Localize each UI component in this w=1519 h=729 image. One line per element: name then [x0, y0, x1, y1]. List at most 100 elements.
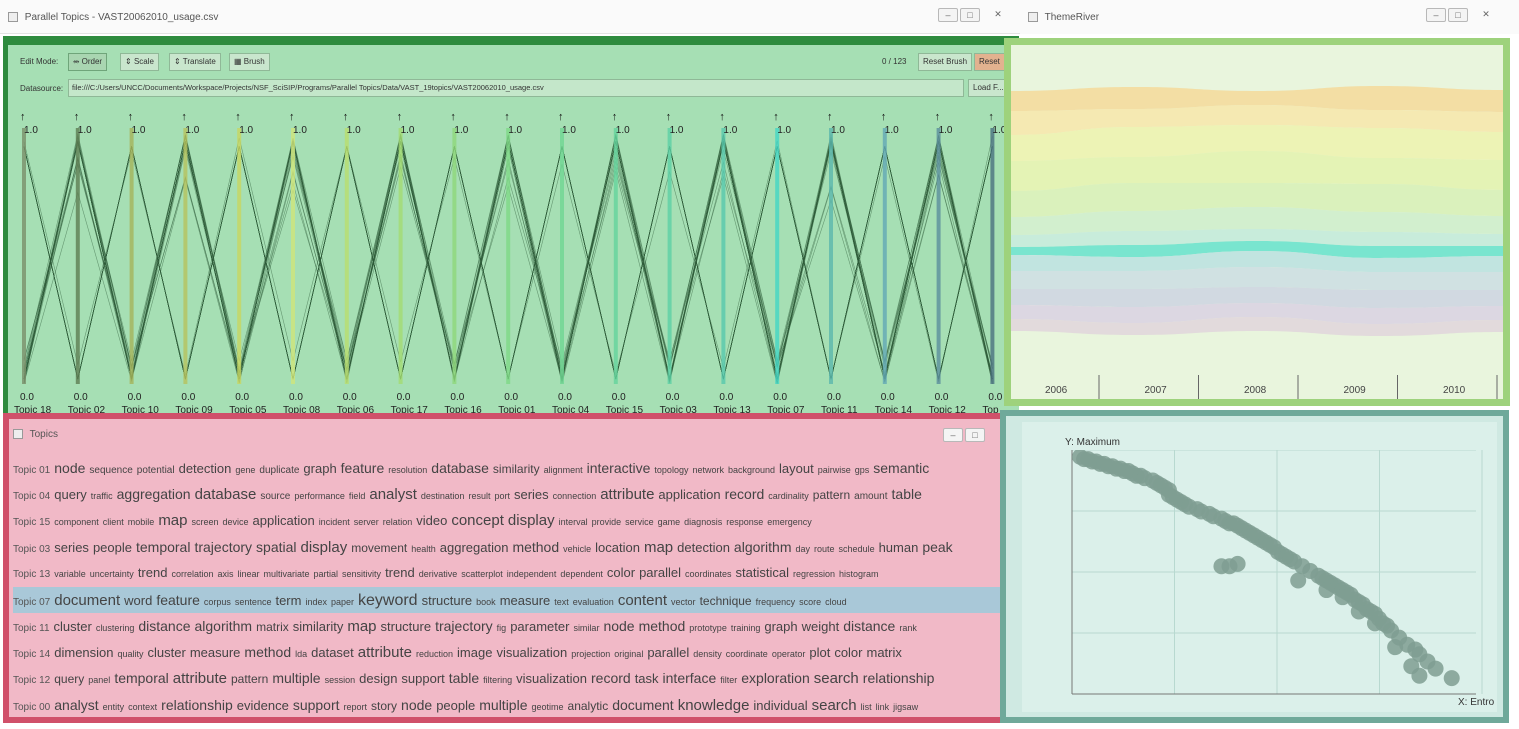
topic-keyword[interactable]: histogram	[839, 569, 879, 580]
stream-band[interactable]	[1011, 86, 1503, 112]
topic-keyword[interactable]: aggregation	[439, 539, 509, 555]
axis-name-label[interactable]: Top	[982, 405, 999, 416]
topic-keyword[interactable]: trajectory	[194, 538, 253, 555]
topic-keyword[interactable]: prototype	[689, 622, 727, 633]
topic-keyword[interactable]: lda	[295, 649, 308, 660]
axis-name-label[interactable]: Topic 17	[391, 405, 429, 416]
topic-keyword[interactable]: movement	[351, 540, 408, 555]
topic-keyword[interactable]: structure	[421, 592, 473, 608]
topic-keyword[interactable]: panel	[88, 675, 111, 686]
topic-keyword[interactable]: term	[275, 592, 302, 608]
topic-row-topic-03[interactable]: Topic 03 series people temporal trajectory sp…	[13, 534, 1003, 560]
topic-keyword[interactable]: mobile	[127, 516, 155, 527]
topic-keyword[interactable]: independent	[506, 569, 557, 580]
topic-keyword[interactable]: entity	[102, 701, 125, 712]
topic-keyword[interactable]: port	[494, 491, 510, 502]
topic-keyword[interactable]: display	[300, 538, 348, 556]
scatter-point[interactable]	[1318, 582, 1335, 599]
scatter-point[interactable]	[1290, 572, 1307, 589]
scatter-point[interactable]	[1443, 670, 1460, 687]
topic-keyword[interactable]: dataset	[311, 645, 354, 661]
axis-topic-11[interactable]: ↑ 1.0 0.0 Topic 11	[821, 111, 858, 416]
topic-keyword[interactable]: feature	[340, 460, 385, 476]
topic-keyword[interactable]: sequence	[89, 465, 133, 476]
close-button[interactable]: ✕	[994, 9, 1002, 19]
topic-keyword[interactable]: linear	[237, 569, 260, 580]
scatter-point[interactable]	[1229, 555, 1246, 572]
topic-keyword[interactable]: knowledge	[677, 696, 750, 714]
topic-keyword[interactable]: temporal	[114, 670, 169, 687]
topic-keyword[interactable]: server	[353, 516, 379, 527]
topic-keyword[interactable]: interval	[558, 516, 588, 527]
stream-band[interactable]	[1011, 151, 1503, 191]
topic-keyword[interactable]: video	[416, 512, 448, 528]
topic-keyword[interactable]: table	[891, 486, 922, 503]
topic-keyword[interactable]: day	[795, 543, 811, 554]
topic-keyword[interactable]: trajectory	[435, 617, 493, 634]
topic-keyword[interactable]: measure	[499, 592, 551, 608]
topic-keyword[interactable]: score	[799, 596, 822, 607]
stream-band[interactable]	[1011, 241, 1503, 258]
axis-top[interactable]: ↑ 1.0 0.0 Top	[982, 111, 1004, 416]
axis-topic-17[interactable]: ↑ 1.0 0.0 Topic 17	[391, 111, 429, 416]
topic-keyword[interactable]: application	[658, 487, 721, 503]
topic-keyword[interactable]: context	[128, 701, 158, 712]
reset-brush-button[interactable]: Reset Brush	[918, 53, 973, 71]
stream-band[interactable]	[1011, 183, 1503, 217]
topic-keyword[interactable]: fig	[496, 622, 507, 633]
topic-keyword[interactable]: individual	[753, 697, 808, 713]
topic-keyword[interactable]: destination	[420, 491, 465, 502]
axis-topic-08[interactable]: ↑ 1.0 0.0 Topic 08	[283, 111, 321, 416]
topic-keyword[interactable]: sentence	[234, 596, 272, 607]
topic-keyword[interactable]: detection	[677, 539, 730, 555]
topic-keyword[interactable]: projection	[571, 649, 611, 660]
topic-keyword[interactable]: concept	[451, 511, 504, 529]
axis-name-label[interactable]: Topic 11	[821, 405, 858, 416]
topic-keyword[interactable]: design	[359, 671, 398, 687]
topic-keyword[interactable]: trend	[137, 565, 168, 581]
topic-row-topic-04[interactable]: Topic 04 query traffic aggregation database s…	[13, 481, 1003, 507]
axis-name-label[interactable]: Topic 10	[122, 405, 160, 416]
topic-keyword[interactable]: connection	[552, 491, 597, 502]
topic-keyword[interactable]: map	[347, 617, 377, 635]
stream-band[interactable]	[1011, 251, 1503, 272]
topic-keyword[interactable]: operator	[771, 649, 806, 660]
topic-keyword[interactable]: analyst	[54, 696, 99, 713]
topic-keyword[interactable]: attribute	[600, 486, 655, 504]
topic-keyword[interactable]: schedule	[838, 543, 875, 554]
topic-keyword[interactable]: image	[457, 645, 493, 661]
maximize-button[interactable]: □	[960, 8, 980, 22]
topic-keyword[interactable]: similarity	[292, 618, 344, 634]
topic-keyword[interactable]: search	[813, 670, 859, 688]
topic-keyword[interactable]: pattern	[230, 672, 269, 687]
topic-row-topic-11[interactable]: Topic 11 cluster clustering distance algorit…	[13, 613, 1003, 639]
topic-keyword[interactable]: method	[638, 617, 686, 634]
topic-keyword[interactable]: visualization	[496, 645, 568, 661]
minimize-button[interactable]: –	[1426, 8, 1446, 22]
topic-keyword[interactable]: game	[657, 516, 681, 527]
topic-keyword[interactable]: parameter	[510, 618, 570, 634]
scatter-point[interactable]	[1366, 615, 1383, 632]
topic-keyword[interactable]: feature	[156, 591, 200, 608]
topic-keyword[interactable]: keyword	[358, 591, 418, 609]
topic-keyword[interactable]: exploration	[741, 670, 810, 687]
axis-topic-12[interactable]: ↑ 1.0 0.0 Topic 12	[929, 111, 967, 416]
stream-band[interactable]	[1011, 229, 1503, 247]
topic-keyword[interactable]: content	[617, 591, 668, 609]
topic-keyword[interactable]: component	[54, 516, 99, 527]
topic-keyword[interactable]: index	[305, 596, 327, 607]
topic-keyword[interactable]: dimension	[54, 645, 114, 661]
stream-band[interactable]	[1011, 303, 1503, 324]
topic-keyword[interactable]: trend	[385, 565, 415, 581]
topic-keyword[interactable]: display	[507, 511, 555, 529]
topic-keyword[interactable]: detection	[178, 461, 232, 476]
topic-keyword[interactable]: record	[724, 486, 765, 503]
topic-keyword[interactable]: rank	[899, 622, 917, 633]
topic-keyword[interactable]: support	[401, 671, 445, 687]
axis-name-label[interactable]: Topic 07	[767, 405, 805, 416]
topic-keyword[interactable]: list	[860, 701, 872, 712]
topic-keyword[interactable]: story	[371, 698, 398, 713]
topic-keyword[interactable]: cluster	[147, 645, 186, 661]
topic-row-topic-15[interactable]: Topic 15 component client mobile map screen de…	[13, 508, 1003, 534]
axis-topic-06[interactable]: ↑ 1.0 0.0 Topic 06	[337, 111, 375, 416]
